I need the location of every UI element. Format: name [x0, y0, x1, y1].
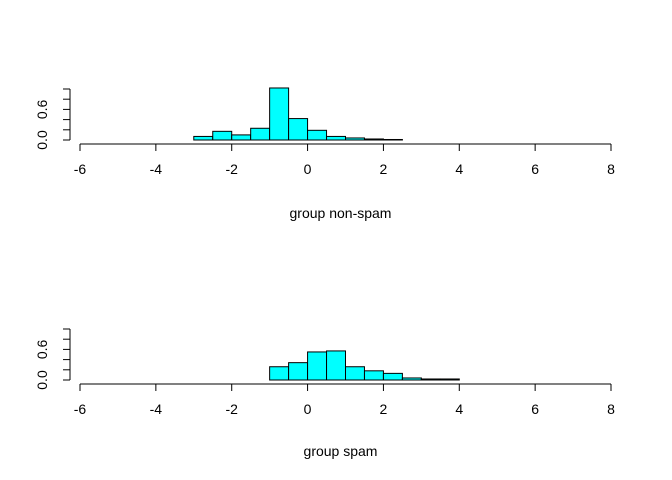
- histogram-bar: [326, 350, 346, 381]
- x-tick-label: -4: [150, 401, 163, 417]
- histogram-bar: [212, 130, 233, 141]
- histogram-bar: [269, 87, 290, 141]
- histogram-bar: [231, 134, 252, 141]
- histogram-bar: [250, 127, 271, 141]
- histogram-bar: [288, 362, 309, 381]
- x-tick-label: 6: [531, 161, 539, 177]
- histogram-bar: [269, 366, 290, 381]
- x-tick-label: -6: [74, 401, 87, 417]
- histogram-bar: [307, 351, 328, 381]
- y-tick-label: 0.0: [34, 130, 50, 150]
- histogram-bar: [382, 372, 403, 381]
- x-tick-label: -4: [150, 161, 163, 177]
- y-tick-label: 0.6: [34, 339, 50, 359]
- x-tick-label: 6: [531, 401, 539, 417]
- x-tick-label: 0: [304, 161, 312, 177]
- x-tick-label: 4: [455, 401, 463, 417]
- histogram-bar: [382, 138, 403, 141]
- histogram-panel-spam: group spam -6 -4 -2 0 2 4 6 8 0.0 0.6: [34, 328, 615, 459]
- x-tick-label: 4: [455, 161, 463, 177]
- x-tick-label: -2: [225, 161, 238, 177]
- histogram-bar: [363, 370, 384, 381]
- y-tick-label: 0.0: [34, 370, 50, 390]
- histogram-bar: [420, 378, 441, 381]
- histogram-bar: [288, 118, 309, 141]
- x-tick-label: 8: [607, 401, 615, 417]
- x-axis-label: group non-spam: [290, 205, 392, 221]
- histogram-bar: [193, 135, 214, 141]
- histogram-bar: [326, 135, 346, 141]
- histogram-bar: [345, 137, 365, 141]
- x-axis-label: group spam: [304, 443, 378, 459]
- histogram-bar: [363, 138, 384, 141]
- x-tick-label: -6: [74, 161, 87, 177]
- x-tick-label: 8: [607, 161, 615, 177]
- histogram-bar: [401, 377, 422, 381]
- x-tick-label: 2: [380, 401, 388, 417]
- histogram-bar: [439, 378, 460, 381]
- histogram-panel-non-spam: group non-spam -6 -4 -2 0 2 4 6 8 0.0 0.6: [34, 87, 615, 221]
- histogram-bar: [307, 129, 328, 141]
- x-tick-label: 0: [304, 401, 312, 417]
- x-tick-label: -2: [225, 401, 238, 417]
- histogram-bar: [345, 366, 365, 381]
- x-tick-label: 2: [380, 161, 388, 177]
- y-tick-label: 0.6: [34, 99, 50, 119]
